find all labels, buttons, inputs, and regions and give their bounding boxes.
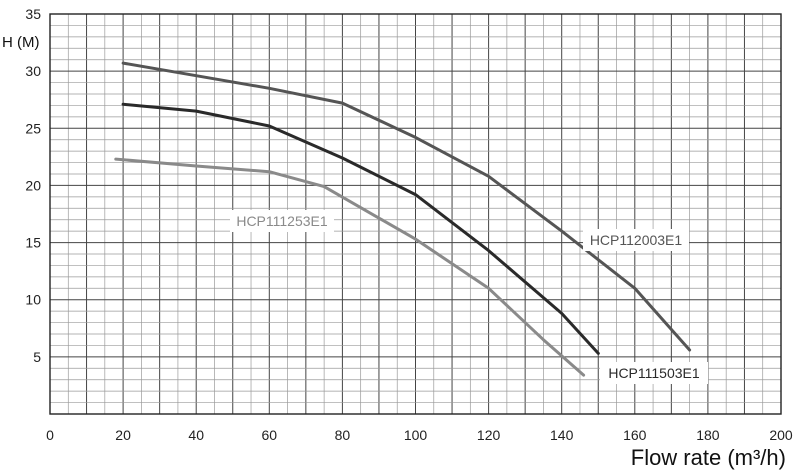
x-axis-title: Flow rate (m³/h)	[631, 445, 786, 470]
x-tick-label: 200	[769, 427, 793, 443]
x-tick-label: 0	[46, 427, 54, 443]
series-label: HCP112003E1	[590, 232, 683, 248]
y-axis-title: H (M)	[2, 34, 40, 51]
x-tick-label: 120	[477, 427, 501, 443]
y-tick-label: 10	[25, 292, 41, 308]
series-label-background	[600, 362, 708, 384]
x-tick-label: 160	[623, 427, 647, 443]
x-tick-label: 60	[262, 427, 278, 443]
y-tick-label: 15	[25, 235, 41, 251]
series-line-hcp111253e1	[114, 157, 586, 377]
series-label-background	[230, 210, 334, 232]
y-tick-labels: 5 10 15 20 25 30 35	[25, 6, 41, 365]
plot-border	[49, 13, 782, 415]
y-tick-label: 25	[25, 120, 41, 136]
y-tick-label: 30	[25, 63, 41, 79]
series-lines	[114, 61, 692, 377]
plot-frame	[49, 13, 782, 415]
x-tick-label: 100	[404, 427, 428, 443]
x-tick-label: 180	[696, 427, 720, 443]
series-label: HCP111253E1	[236, 213, 328, 229]
x-tick-label: 80	[335, 427, 351, 443]
series-labels: HCP112003E1 HCP111503E1 HCP111253E1	[230, 210, 708, 384]
y-tick-label: 35	[25, 6, 41, 22]
x-tick-label: 40	[188, 427, 204, 443]
series-line-hcp111503e1	[121, 102, 600, 355]
series-label: HCP111503E1	[608, 365, 700, 381]
series-label-background	[583, 229, 689, 251]
grid	[49, 13, 782, 415]
y-tick-label: 20	[25, 177, 41, 193]
x-tick-label: 20	[115, 427, 131, 443]
y-tick-label: 5	[33, 349, 41, 365]
x-tick-label: 140	[550, 427, 574, 443]
x-tick-labels: 0 20 40 60 80 100 120 140 160 180 200	[46, 427, 793, 443]
series-line-hcp112003e1	[121, 61, 692, 352]
